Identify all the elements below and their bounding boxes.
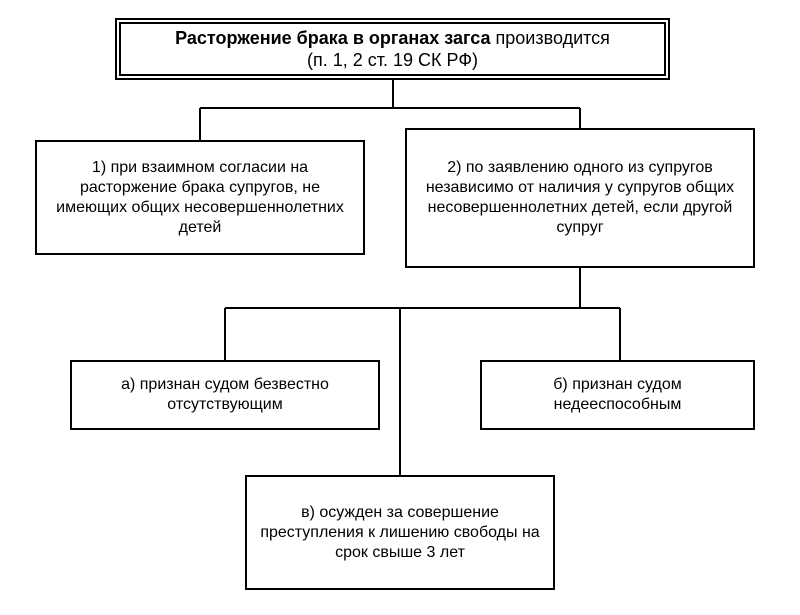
node-a: а) признан судом безвестно отсутствующим	[70, 360, 380, 430]
root-title-line1: Расторжение брака в органах загса произв…	[175, 27, 610, 49]
root-node: Расторжение брака в органах загса произв…	[115, 18, 670, 80]
node-b-text: б) признан судом недееспособным	[492, 375, 743, 415]
node-2-text: 2) по заявлению одного из супругов незав…	[417, 158, 743, 238]
node-a-text: а) признан судом безвестно отсутствующим	[82, 375, 368, 415]
node-2: 2) по заявлению одного из супругов незав…	[405, 128, 755, 268]
node-b: б) признан судом недееспособным	[480, 360, 755, 430]
node-c: в) осужден за совершение преступления к …	[245, 475, 555, 590]
node-1: 1) при взаимном согласии на расторжение …	[35, 140, 365, 255]
root-title-line2: (п. 1, 2 ст. 19 СК РФ)	[307, 49, 478, 71]
node-c-text: в) осужден за совершение преступления к …	[257, 503, 543, 563]
node-1-text: 1) при взаимном согласии на расторжение …	[47, 158, 353, 238]
root-title-rest: производится	[491, 28, 610, 48]
root-title-bold: Расторжение брака в органах загса	[175, 28, 490, 48]
